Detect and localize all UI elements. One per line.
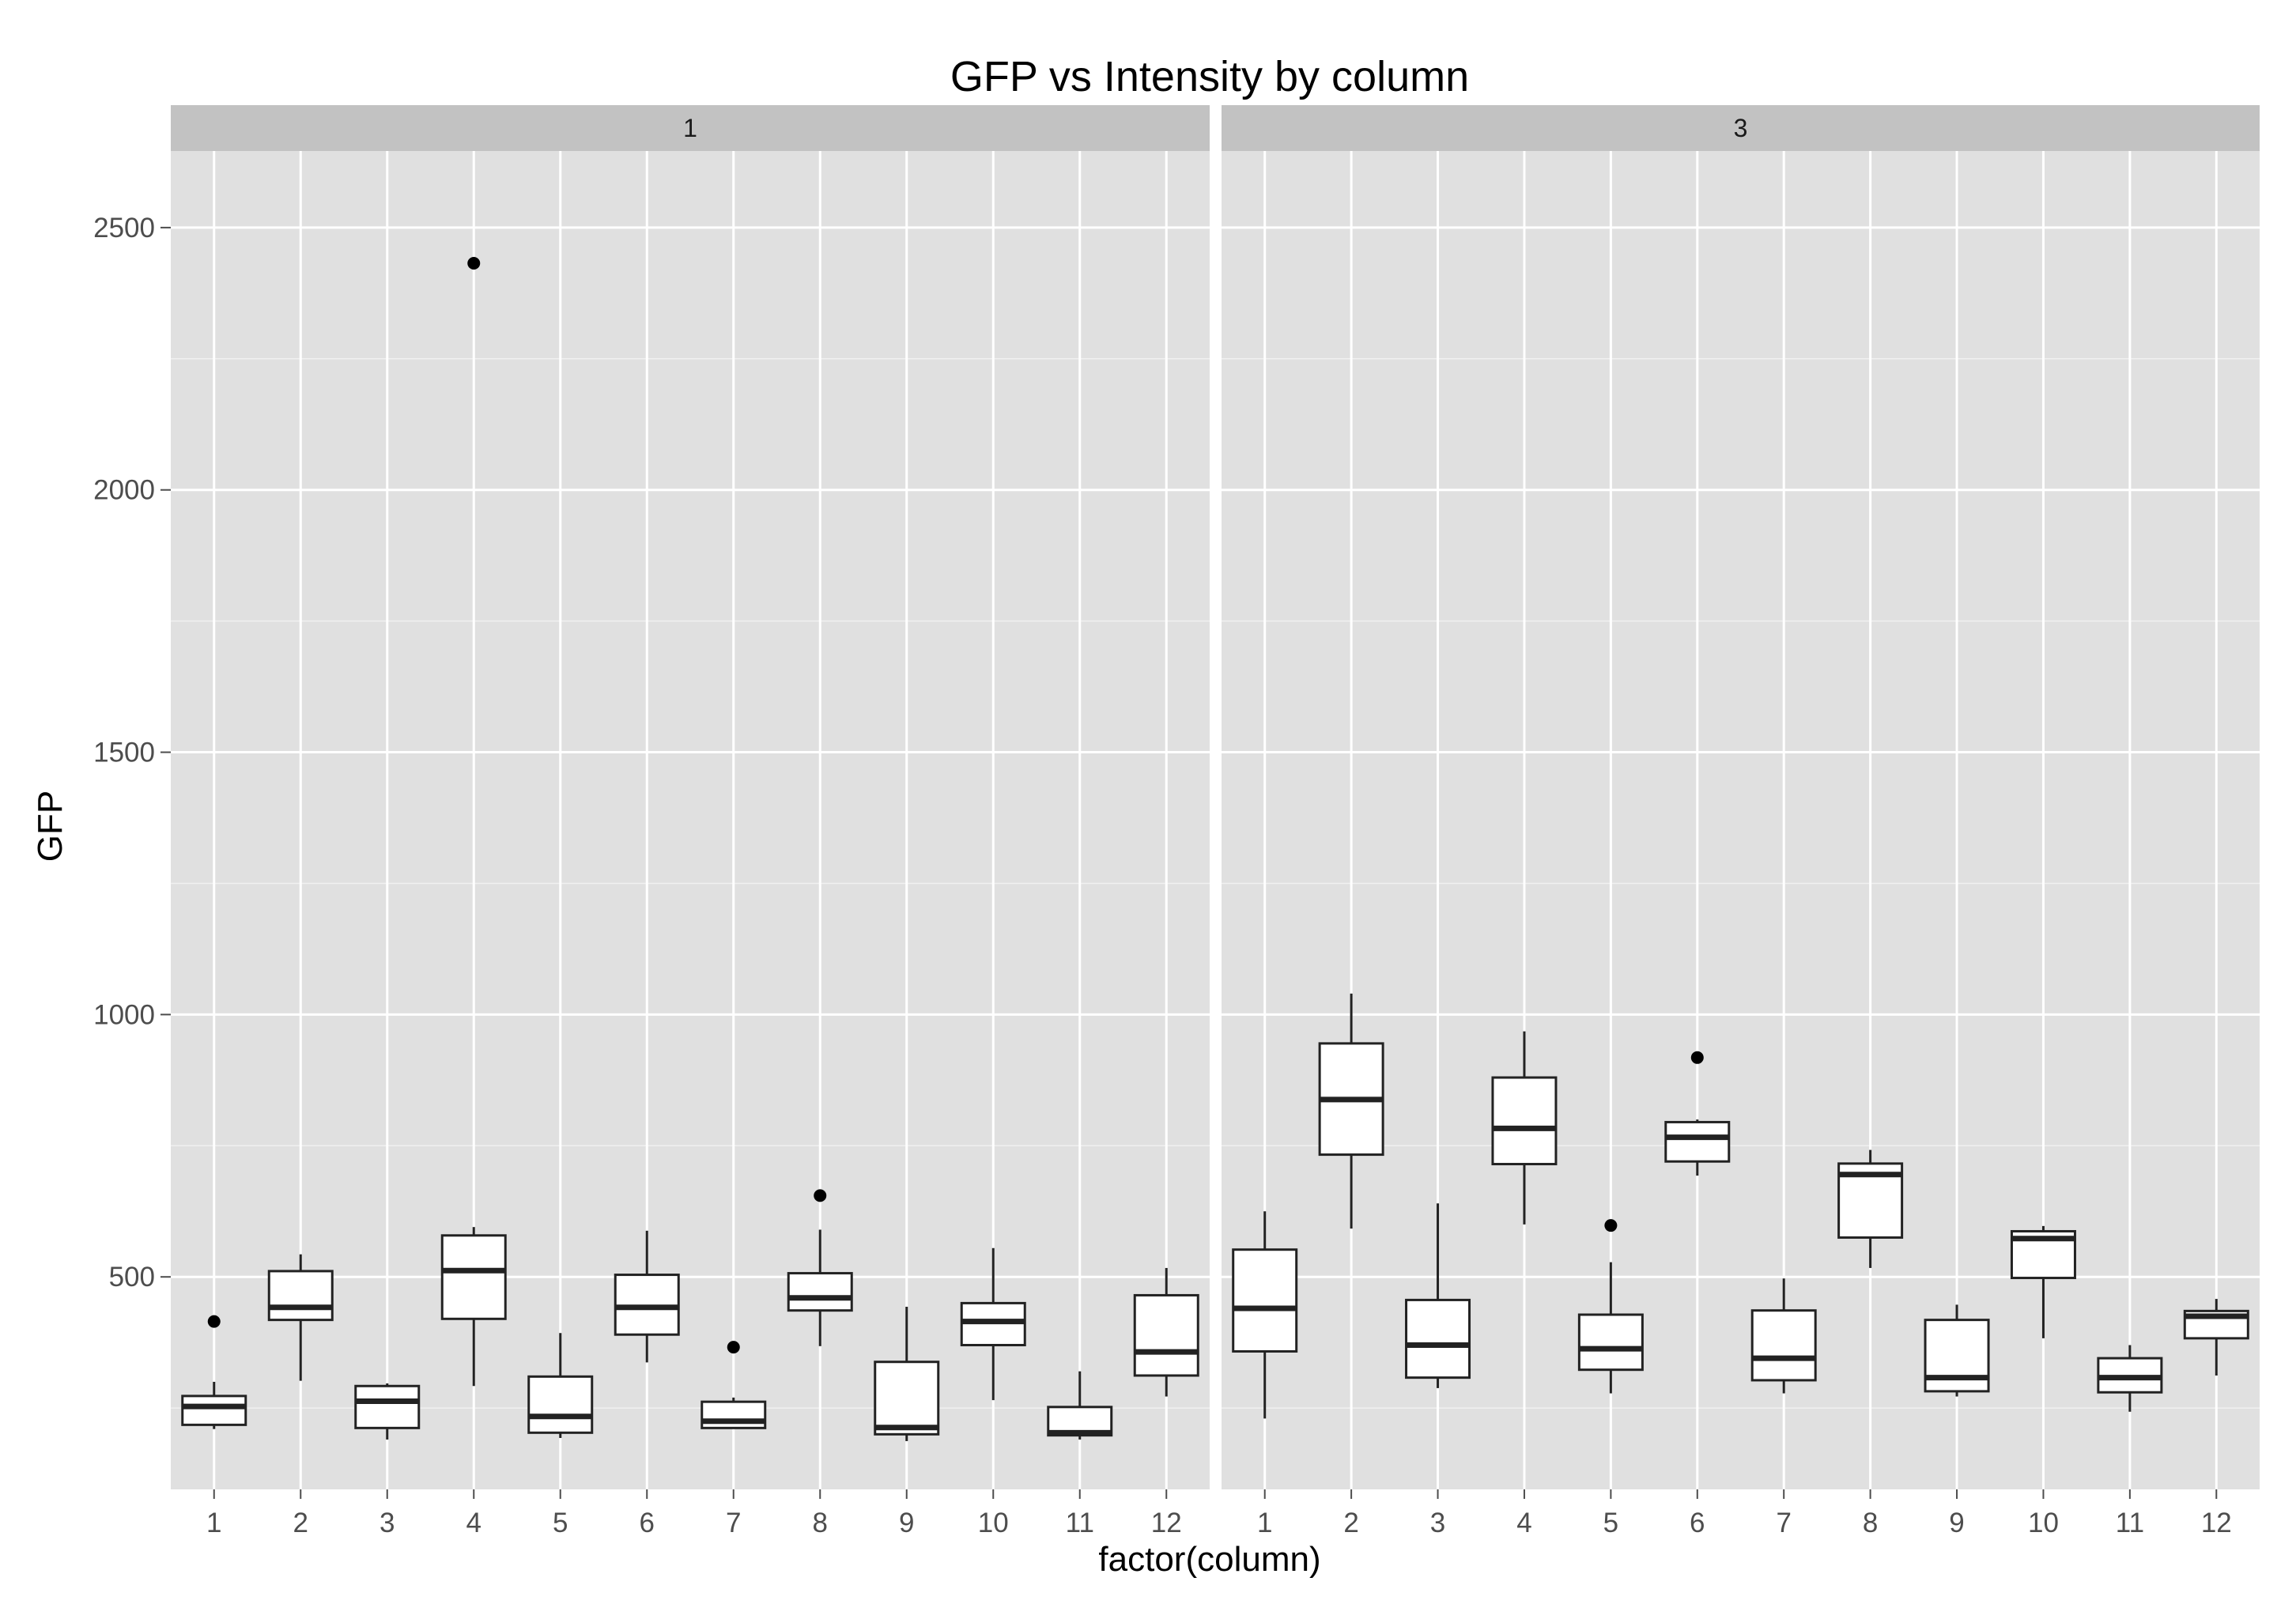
x-tick-label: 2 (293, 1508, 308, 1538)
x-tick-label: 2 (1343, 1508, 1358, 1538)
box-body (1579, 1315, 1642, 1370)
box-body (1233, 1250, 1297, 1352)
x-tick-label: 5 (1603, 1508, 1618, 1538)
x-tick-label: 4 (466, 1508, 481, 1538)
x-tick-label: 5 (553, 1508, 568, 1538)
x-tick-label: 6 (640, 1508, 655, 1538)
y-tick-label: 2500 (93, 213, 155, 243)
outlier-point (467, 257, 480, 270)
x-tick-label: 9 (1949, 1508, 1964, 1538)
y-tick-label: 1500 (93, 738, 155, 768)
box-body (1925, 1320, 1988, 1391)
x-tick-label: 11 (2116, 1508, 2144, 1538)
x-tick-label: 1 (206, 1508, 221, 1538)
outlier-point (1604, 1219, 1617, 1232)
facet-panel-3: 3 (1222, 105, 2260, 1489)
facet-panel-1: 1 (171, 105, 1210, 1489)
box-body (1135, 1295, 1198, 1376)
outlier-point (208, 1315, 221, 1328)
x-tick-label: 6 (1690, 1508, 1705, 1538)
x-axis-title: factor(column) (1098, 1540, 1320, 1579)
facet-strip-label: 1 (683, 114, 697, 142)
box-body (269, 1271, 332, 1320)
x-tick-label: 10 (978, 1508, 1009, 1538)
x-tick-label: 3 (380, 1508, 395, 1538)
y-tick-label: 1000 (93, 999, 155, 1030)
box-body (875, 1362, 938, 1435)
x-tick-label: 8 (1863, 1508, 1878, 1538)
box-body (356, 1386, 419, 1428)
x-tick-label: 12 (1151, 1508, 1182, 1538)
chart-title: GFP vs Intensity by column (950, 53, 1469, 100)
x-tick-label: 12 (2201, 1508, 2232, 1538)
box-body (529, 1376, 592, 1432)
x-axes: 1 2 3 4 5 6 7 8 9 10 11 12 1 2 3 4 5 6 7 8 9 10 11 12 (206, 1489, 2232, 1538)
y-axis: 500 1000 1500 2000 2500 (93, 213, 171, 1293)
box-body (1752, 1311, 1815, 1380)
outlier-point (1691, 1051, 1704, 1064)
x-tick-label: 4 (1516, 1508, 1531, 1538)
panel-background (1222, 151, 2260, 1489)
box-body (442, 1236, 505, 1319)
box-body (183, 1396, 246, 1425)
box-body (1407, 1300, 1470, 1377)
y-tick-label: 500 (109, 1262, 155, 1293)
facet-strip-label: 3 (1734, 114, 1748, 142)
x-tick-label: 3 (1430, 1508, 1445, 1538)
x-tick-label: 7 (726, 1508, 741, 1538)
x-tick-label: 8 (813, 1508, 828, 1538)
x-tick-label: 1 (1257, 1508, 1272, 1538)
y-axis-title: GFP (31, 791, 70, 862)
box-body (788, 1274, 852, 1311)
x-tick-label: 10 (2028, 1508, 2059, 1538)
x-tick-label: 7 (1776, 1508, 1791, 1538)
box-body (1666, 1122, 1729, 1161)
outlier-point (814, 1189, 826, 1202)
box-body (702, 1402, 765, 1428)
outlier-point (727, 1341, 740, 1353)
x-tick-label: 11 (1066, 1508, 1094, 1538)
x-tick-label: 9 (899, 1508, 914, 1538)
box-body (1493, 1078, 1556, 1164)
y-tick-label: 2000 (93, 475, 155, 506)
